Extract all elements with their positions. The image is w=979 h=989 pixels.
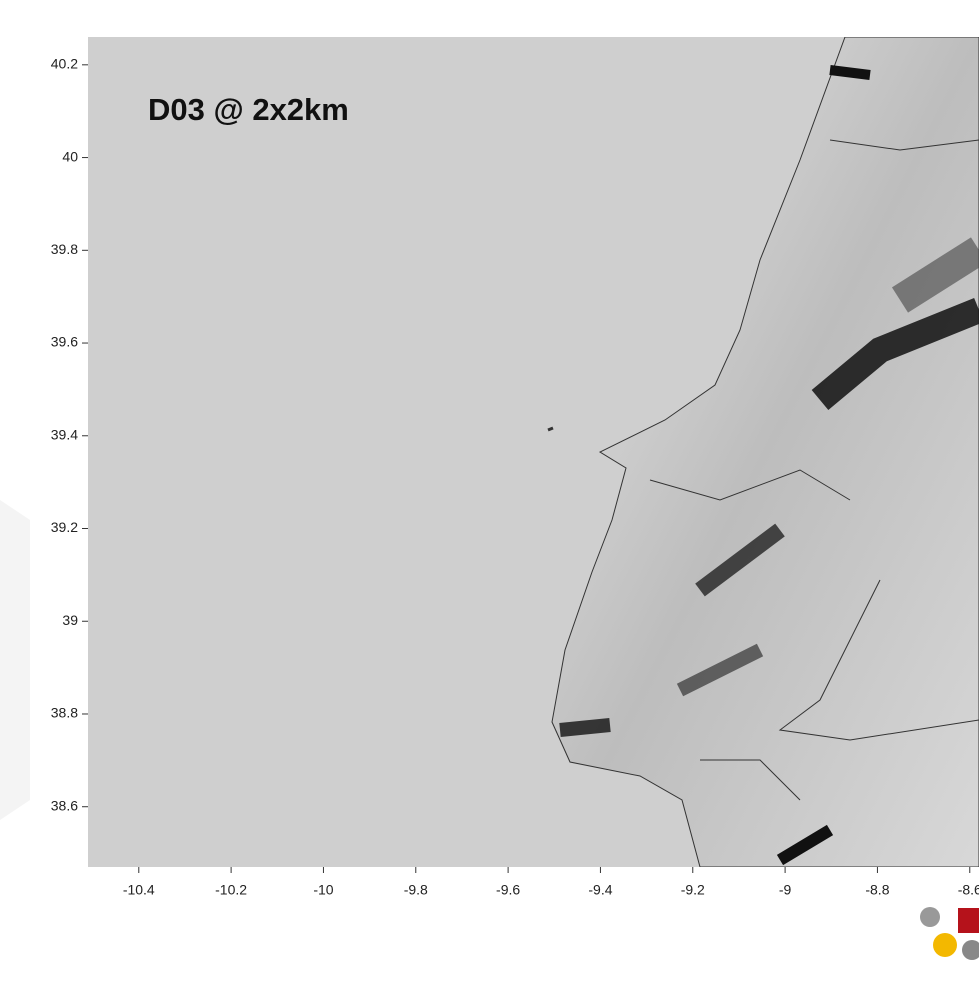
island [548, 428, 553, 430]
background-shape [0, 500, 30, 820]
x-tick-label: -9.8 [404, 882, 428, 898]
x-tick-label: -9.6 [496, 882, 520, 898]
x-tick-label: -8.8 [865, 882, 889, 898]
ridge [560, 725, 610, 730]
ridge [830, 70, 870, 75]
y-tick-label: 40 [62, 148, 78, 164]
y-tick-label: 39.4 [51, 426, 78, 442]
page: D03 @ 2x2km 40.2 40 39.8 39.6 39.4 39.2 39 38.8… [0, 0, 979, 989]
x-tick-label: -10.4 [123, 882, 155, 898]
x-tick-label: -10.2 [215, 882, 247, 898]
y-tick-label: 39.6 [51, 334, 78, 350]
y-tick-label: 38.6 [51, 797, 78, 813]
chart-title: D03 @ 2x2km [148, 92, 349, 127]
y-tick-label: 39.2 [51, 519, 78, 535]
logo [920, 907, 979, 960]
y-tick-label: 39.8 [51, 241, 78, 257]
x-tick-label: -9 [779, 882, 792, 898]
y-tick-label: 39 [62, 612, 78, 628]
map-chart: D03 @ 2x2km 40.2 40 39.8 39.6 39.4 39.2 39 38.8… [0, 0, 979, 989]
x-tick-label: -8.6 [958, 882, 979, 898]
x-tick-label: -9.2 [681, 882, 705, 898]
y-tick-label: 38.8 [51, 705, 78, 721]
x-tick-label: -9.4 [588, 882, 612, 898]
x-tick-label: -10 [313, 882, 333, 898]
y-tick-label: 40.2 [51, 56, 78, 72]
